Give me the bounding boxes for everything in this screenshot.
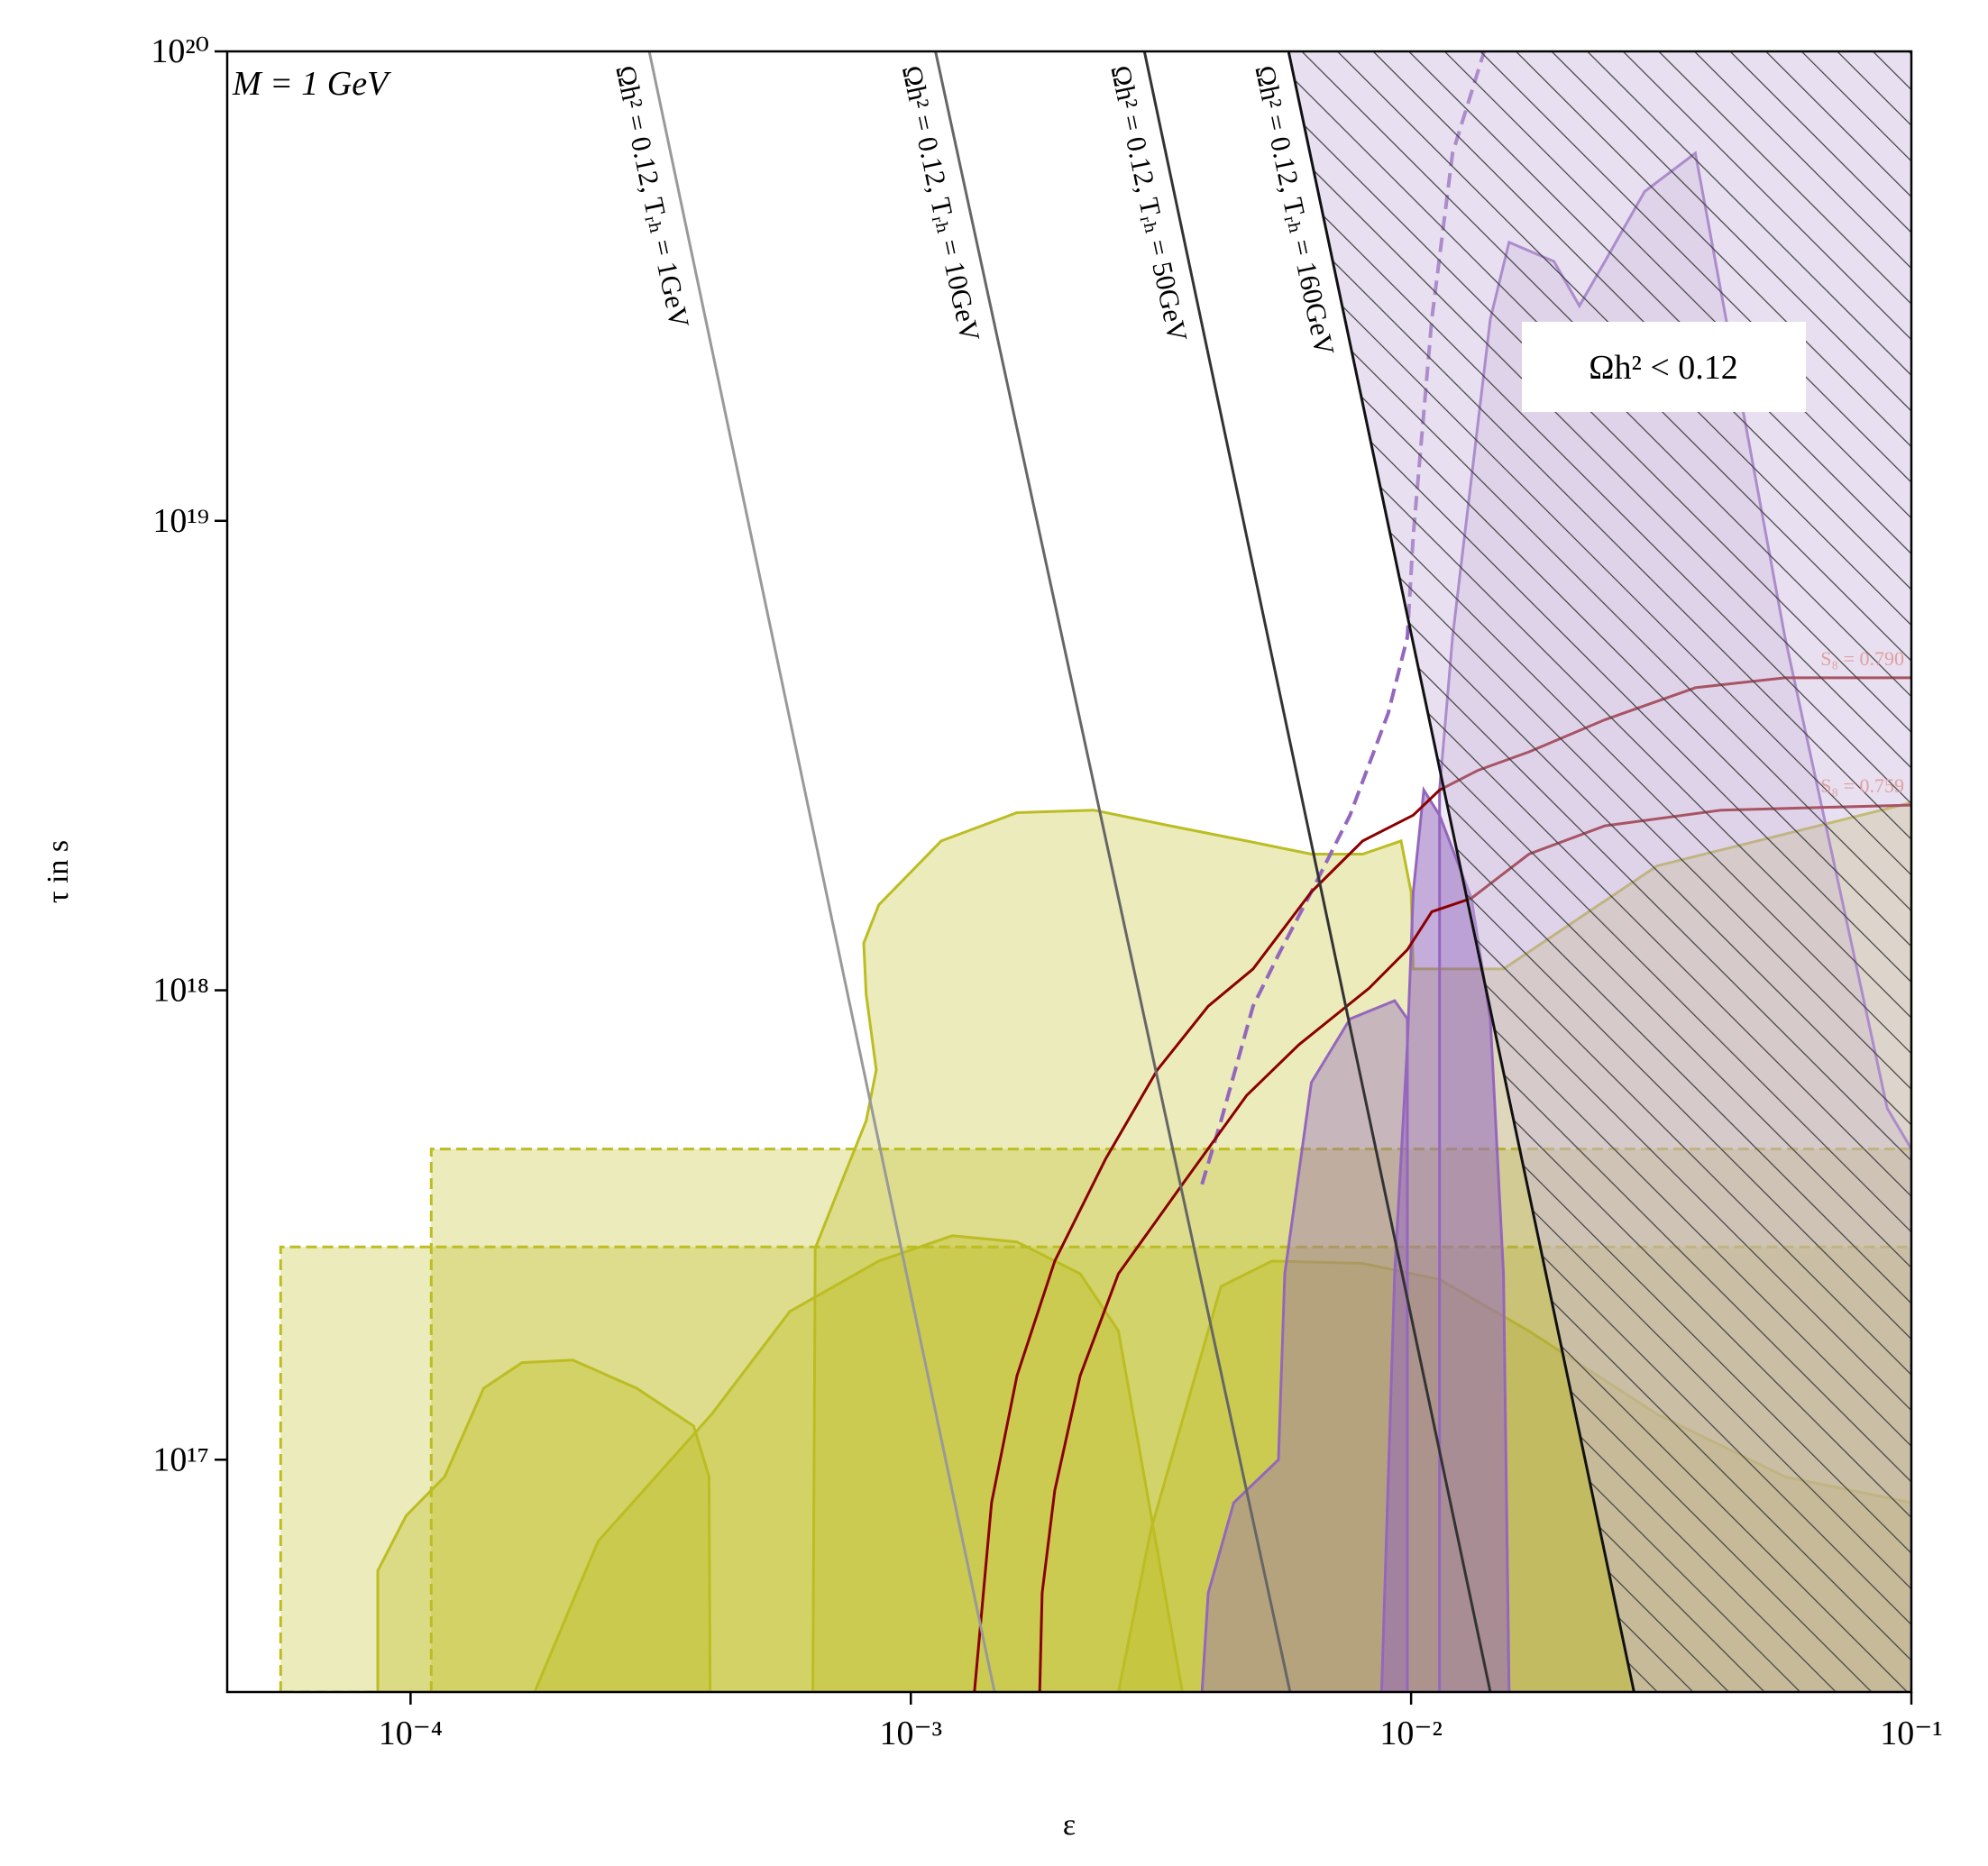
region (376, 1358, 712, 1692)
y-tick-label: 10¹⁹ (152, 502, 209, 540)
x-tick-label: 10⁻⁴ (379, 1715, 443, 1752)
excluded-hatch (1288, 51, 1911, 1692)
region (533, 1234, 1185, 1692)
line-label: S₈ = 0.759 (1820, 774, 1904, 797)
x-tick-label: 10⁻² (1379, 1715, 1442, 1752)
y-tick-label: 10¹⁷ (152, 1441, 209, 1478)
y-tick-label: 10¹⁸ (152, 972, 209, 1010)
x-tick-label: 10⁻¹ (1880, 1715, 1942, 1752)
line-label: Ωh² = 0.12, Tᵣₕ = 50GeV (1104, 63, 1194, 345)
y-axis-label: τ in s (41, 840, 75, 903)
curve (934, 51, 1292, 1692)
curve (1287, 51, 1635, 1692)
x-axis-label: ε (1063, 1808, 1076, 1842)
curve (647, 51, 996, 1692)
x-tick-label: 10⁻³ (880, 1715, 942, 1752)
annotation-box (1522, 322, 1806, 412)
annotation: Ωh² < 0.12 (1589, 349, 1738, 387)
plot-area (279, 51, 1911, 1692)
line-label: Ωh² = 0.12, Tᵣₕ = 1GeV (609, 62, 695, 331)
plot-frame (225, 50, 1913, 1694)
annotation: M = 1 GeV (232, 65, 391, 103)
region (429, 1148, 1911, 1692)
y-tick-label: 10²⁰ (151, 32, 209, 70)
line-label: Ωh² = 0.12, Tᵣₕ = 10GeV (896, 63, 986, 345)
line-label: S₈ = 0.790 (1820, 647, 1904, 670)
curve (1142, 51, 1492, 1692)
